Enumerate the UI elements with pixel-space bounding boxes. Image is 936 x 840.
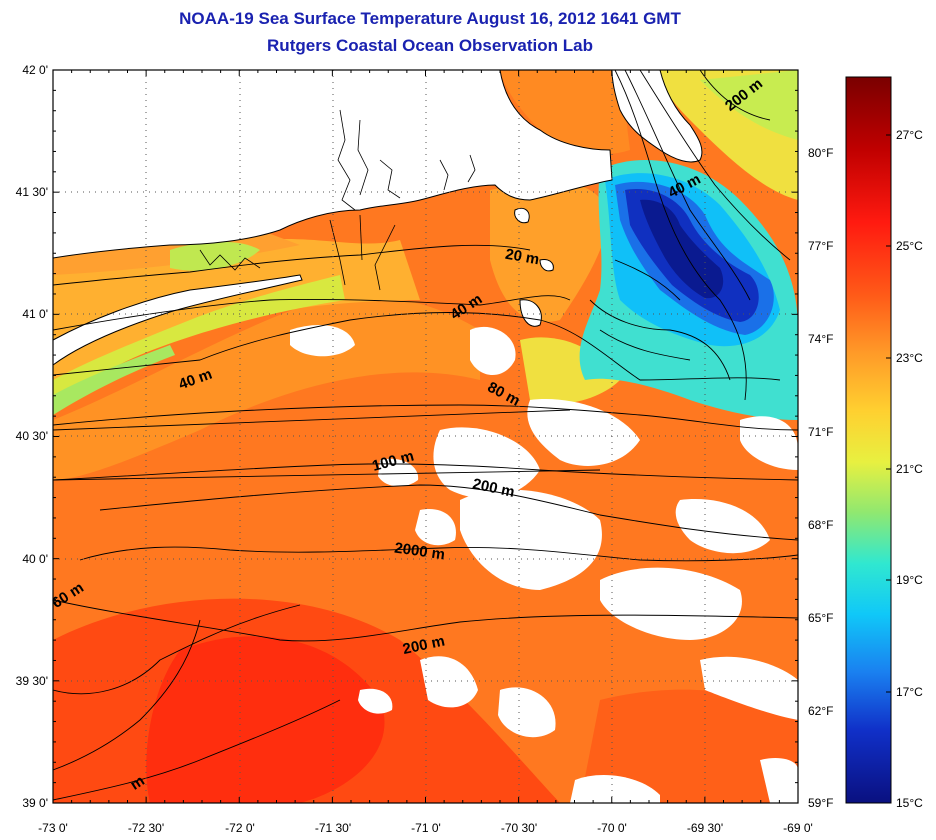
- fahrenheit-labels: 80°F 77°F 74°F 71°F 68°F 65°F 62°F 59°F: [808, 146, 833, 810]
- longitude-labels: -73 0' -72 30' -72 0' -71 30' -71 0' -70…: [38, 821, 813, 835]
- f-label: 65°F: [808, 611, 833, 625]
- f-label: 77°F: [808, 239, 833, 253]
- lon-label: -70 0': [597, 821, 627, 835]
- contour-label: 2000 m: [393, 539, 446, 563]
- lon-label: -69 0': [783, 821, 813, 835]
- colorbar-label: 15°C: [896, 796, 923, 810]
- lat-label: 39 0': [22, 796, 48, 810]
- colorbar-label: 19°C: [896, 573, 923, 587]
- coastline: [53, 70, 703, 366]
- axis-ticks: [52, 69, 799, 804]
- f-label: 71°F: [808, 425, 833, 439]
- lat-label: 40 30': [16, 429, 48, 443]
- colorbar-label: 25°C: [896, 239, 923, 253]
- lon-label: -71 0': [411, 821, 441, 835]
- lon-label: -72 30': [128, 821, 164, 835]
- f-label: 74°F: [808, 332, 833, 346]
- lon-label: -71 30': [315, 821, 351, 835]
- colorbar-ticks: [886, 134, 891, 693]
- colorbar-label: 27°C: [896, 128, 923, 142]
- f-label: 68°F: [808, 518, 833, 532]
- colorbar-label: 23°C: [896, 351, 923, 365]
- lat-label: 40 0': [22, 552, 48, 566]
- lat-label: 41 0': [22, 307, 48, 321]
- f-label: 59°F: [808, 796, 833, 810]
- colorbar-label: 17°C: [896, 685, 923, 699]
- lon-label: -69 30': [687, 821, 723, 835]
- f-label: 62°F: [808, 704, 833, 718]
- map-subtitle: Rutgers Coastal Ocean Observation Lab: [267, 36, 593, 55]
- map-title: NOAA-19 Sea Surface Temperature August 1…: [179, 9, 681, 28]
- colorbar: 27°C 25°C 23°C 21°C 19°C 17°C 15°C: [845, 76, 923, 810]
- latitude-labels: 42 0' 41 30' 41 0' 40 30' 40 0' 39 30' 3…: [16, 63, 48, 810]
- no-data-mask: [290, 325, 798, 803]
- contour-label: 20 m: [504, 246, 541, 269]
- bathymetry-contours: [53, 70, 798, 801]
- lat-label: 41 30': [16, 185, 48, 199]
- lat-label: 42 0': [22, 63, 48, 77]
- lon-label: -73 0': [38, 821, 68, 835]
- lat-label: 39 30': [16, 674, 48, 688]
- f-label: 80°F: [808, 146, 833, 160]
- colorbar-gradient: [845, 76, 892, 804]
- coastal-detail: [199, 109, 476, 291]
- lon-label: -70 30': [501, 821, 537, 835]
- lon-label: -72 0': [225, 821, 255, 835]
- graticule: [53, 70, 798, 803]
- colorbar-label: 21°C: [896, 462, 923, 476]
